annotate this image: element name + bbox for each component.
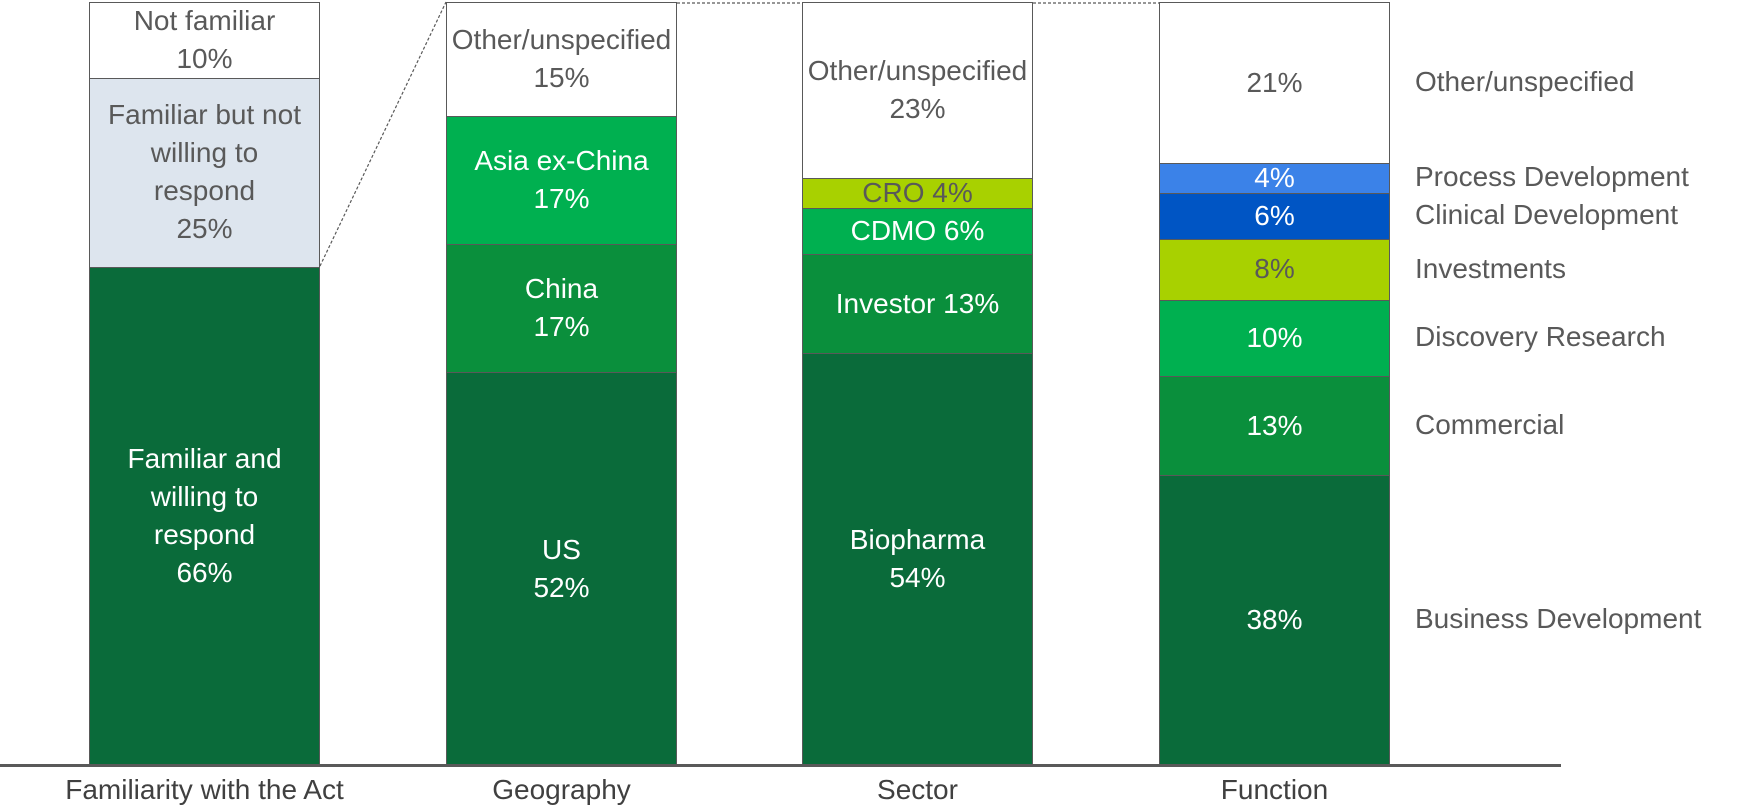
segment: Biopharma 54% xyxy=(802,352,1033,766)
segment: CRO 4% xyxy=(802,177,1033,210)
legend-label: Clinical Development xyxy=(1415,199,1679,231)
segment-label: 8% xyxy=(1254,250,1294,288)
segment: Other/unspecified 15% xyxy=(446,2,677,117)
segment-value: 8% xyxy=(1254,253,1295,285)
segment-label: China 17% xyxy=(517,270,606,346)
segment-name: Familiar and willing to respond xyxy=(127,442,282,550)
segment: China 17% xyxy=(446,243,677,374)
connector xyxy=(319,1,447,267)
segment-name: Asia ex-China xyxy=(474,145,649,177)
segment-label: Not familiar 10% xyxy=(126,3,284,78)
segment-name: CRO xyxy=(862,177,925,209)
segment: 38% xyxy=(1159,474,1390,766)
segment: 10% xyxy=(1159,299,1390,377)
segment-label: 10% xyxy=(1246,319,1302,357)
segment-value: 10% xyxy=(176,43,233,75)
segment-value: 21% xyxy=(1246,66,1303,98)
legend-label: Business Development xyxy=(1415,603,1702,635)
legend-label: Commercial xyxy=(1415,408,1565,440)
category-label: Familiarity with the Act xyxy=(65,774,344,805)
segment-label: Investor 13% xyxy=(836,285,999,323)
segment-label: CRO 4% xyxy=(862,177,973,209)
segment-label: Biopharma 54% xyxy=(842,521,993,597)
segment: Not familiar 10% xyxy=(89,2,320,79)
category-label: Geography xyxy=(492,774,631,805)
segment-name: Biopharma xyxy=(849,524,986,555)
segment: US 52% xyxy=(446,371,677,766)
legend-label: Discovery Research xyxy=(1415,321,1666,353)
segment-label: Asia ex-China 17% xyxy=(466,142,656,218)
segment-name: Not familiar xyxy=(133,5,276,37)
segment: 6% xyxy=(1159,192,1390,240)
legend-label: Other/unspecified xyxy=(1415,66,1635,97)
segment-value: 25% xyxy=(176,213,233,245)
segment-label: Familiar and willing to respond 66% xyxy=(90,440,319,592)
segment-label: Other/unspecified 23% xyxy=(803,52,1032,128)
segment-label: CDMO 6% xyxy=(851,212,985,250)
segment-label: Other/unspecified 15% xyxy=(447,21,676,97)
segment-label: 21% xyxy=(1246,64,1302,102)
segment-value: 23% xyxy=(889,93,946,125)
segment-label: 13% xyxy=(1246,407,1302,445)
segment-name: Other/unspecified xyxy=(451,24,672,56)
segment-label: 4% xyxy=(1254,162,1295,193)
segment: Familiar but not willing to respond 25% xyxy=(89,77,320,268)
segment-value: 6% xyxy=(943,215,985,247)
segment: 21% xyxy=(1159,2,1390,164)
segment-value: 6% xyxy=(1254,200,1295,232)
segment-label: Familiar but not willing to respond 25% xyxy=(90,96,319,248)
segment: 8% xyxy=(1159,238,1390,301)
segment: Familiar and willing to respond 66% xyxy=(89,266,320,766)
segment-label: 38% xyxy=(1246,601,1302,639)
segment-value: 13% xyxy=(1246,409,1303,441)
segment-value: 17% xyxy=(533,183,590,215)
category-label: Function xyxy=(1220,774,1329,805)
segment-name: Familiar but not willing to respond xyxy=(108,99,301,207)
segment: 4% xyxy=(1159,162,1390,194)
segment-value: 54% xyxy=(889,562,946,593)
segment-label: US 52% xyxy=(533,531,589,607)
segment: Other/unspecified 23% xyxy=(802,2,1033,179)
segment-value: 15% xyxy=(533,62,590,94)
category-label: Sector xyxy=(877,774,958,805)
legend-label: Process Development xyxy=(1415,161,1689,193)
segment-value: 66% xyxy=(176,556,233,588)
legend-label: Investments xyxy=(1415,252,1566,284)
segment: Investor 13% xyxy=(802,253,1033,354)
segment-value: 52% xyxy=(533,571,590,603)
segment-name: Other/unspecified xyxy=(807,55,1028,87)
segment-label: 6% xyxy=(1254,197,1294,235)
segment-value: 13% xyxy=(943,287,1000,319)
segment-name: US xyxy=(542,533,581,565)
segment-name: Investor xyxy=(835,287,936,319)
segment: Asia ex-China 17% xyxy=(446,115,677,245)
segment: 13% xyxy=(1159,375,1390,476)
segment-name: China xyxy=(524,273,599,305)
segment-value: 10% xyxy=(1246,322,1303,354)
segment: CDMO 6% xyxy=(802,207,1033,255)
segment-name: CDMO xyxy=(850,215,937,247)
segment-value: 4% xyxy=(932,177,973,209)
segment-value: 4% xyxy=(1254,162,1295,193)
segment-value: 17% xyxy=(533,311,590,343)
segment-value: 38% xyxy=(1246,603,1303,635)
